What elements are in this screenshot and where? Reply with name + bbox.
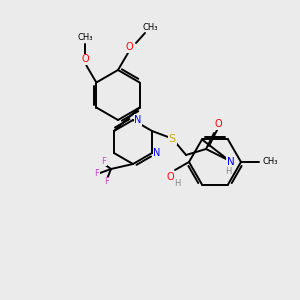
Text: S: S <box>169 134 176 144</box>
Text: CH₃: CH₃ <box>78 33 93 42</box>
Text: N: N <box>153 148 161 158</box>
Text: N: N <box>227 157 235 167</box>
Text: CH₃: CH₃ <box>262 158 278 166</box>
Text: H: H <box>225 167 231 176</box>
Text: F: F <box>105 178 110 187</box>
Text: H: H <box>174 179 180 188</box>
Text: O: O <box>166 172 174 182</box>
Text: F: F <box>94 169 99 178</box>
Text: F: F <box>102 157 106 166</box>
Text: O: O <box>125 42 133 52</box>
Text: CH₃: CH₃ <box>142 22 158 32</box>
Text: O: O <box>214 119 222 129</box>
Text: O: O <box>82 55 89 64</box>
Text: N: N <box>134 115 142 125</box>
